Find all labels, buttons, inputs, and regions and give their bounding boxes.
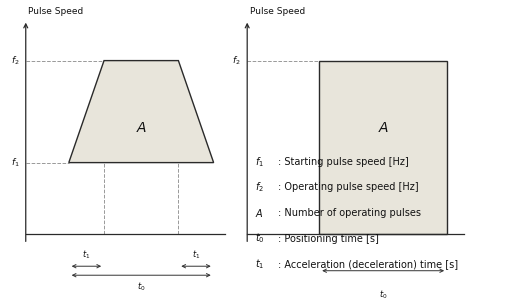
Text: Pulse Speed: Pulse Speed [28,7,83,16]
Text: $f_2$: $f_2$ [255,181,264,194]
Text: $A$: $A$ [135,121,147,135]
Text: $A$: $A$ [377,121,389,135]
Text: $t_0$: $t_0$ [255,232,265,245]
Text: $t_0$: $t_0$ [137,281,146,293]
Text: Pulse Speed: Pulse Speed [250,7,305,16]
Text: : Acceleration (deceleration) time [s]: : Acceleration (deceleration) time [s] [278,259,458,269]
Text: : Operating pulse speed [Hz]: : Operating pulse speed [Hz] [278,182,419,193]
Text: $f_2$: $f_2$ [232,54,241,67]
Text: $f_1$: $f_1$ [255,155,264,169]
Text: $f_2$: $f_2$ [11,54,20,67]
Text: : Positioning time [s]: : Positioning time [s] [278,233,379,244]
Text: $t_1$: $t_1$ [255,257,264,271]
Text: $f_1$: $f_1$ [11,156,20,169]
Polygon shape [319,61,447,234]
Text: : Starting pulse speed [Hz]: : Starting pulse speed [Hz] [278,157,409,167]
Text: $t_1$: $t_1$ [82,248,91,261]
Text: $t_1$: $t_1$ [192,248,200,261]
Text: $t_0$: $t_0$ [379,289,387,300]
Polygon shape [69,61,214,163]
Text: : Number of operating pulses: : Number of operating pulses [278,208,421,218]
Text: $A$: $A$ [255,207,264,219]
